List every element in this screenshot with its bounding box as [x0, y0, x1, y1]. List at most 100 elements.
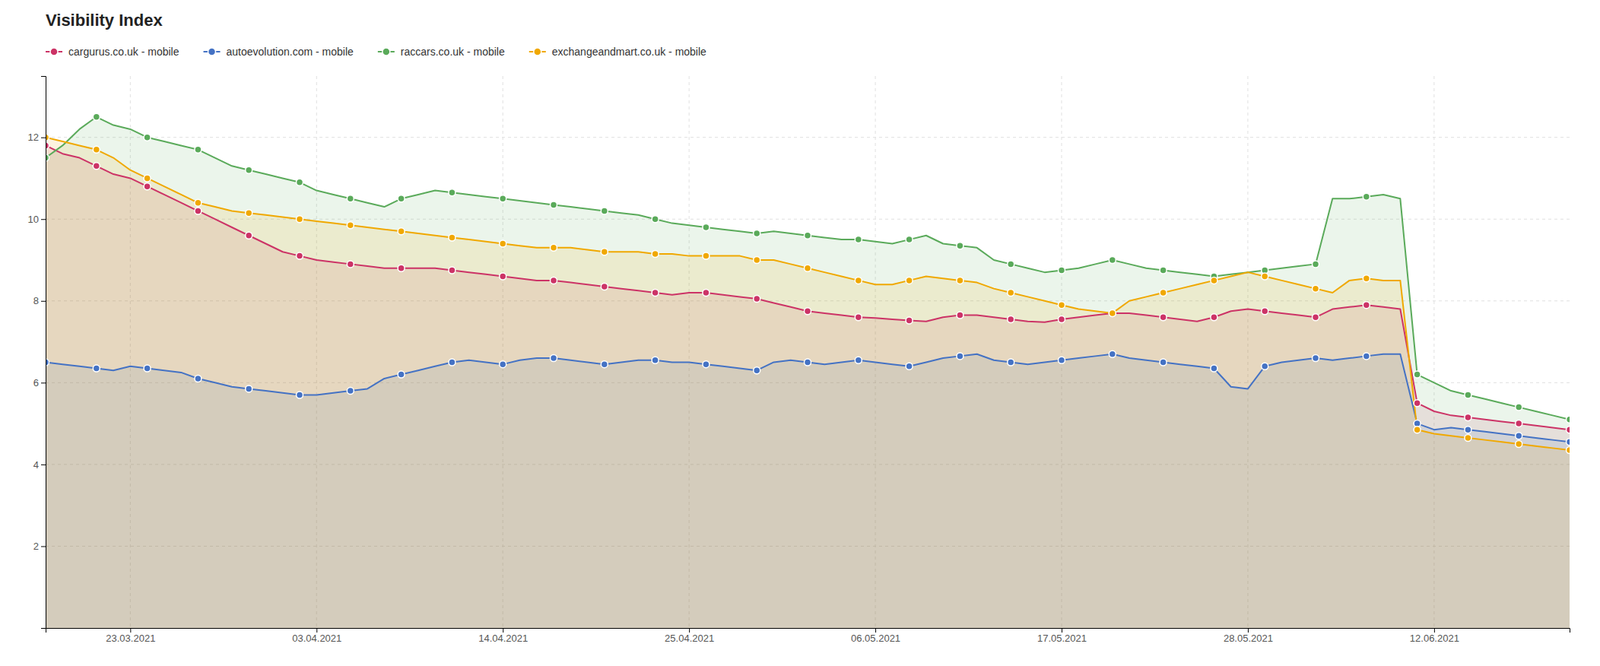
tick-label: 23.03.2021: [105, 632, 156, 645]
marker: [1312, 355, 1320, 362]
tick-label: 4: [33, 459, 39, 471]
marker: [1210, 314, 1218, 321]
tick-label: 10: [28, 213, 39, 226]
marker: [143, 183, 151, 191]
tick-mark: [688, 628, 690, 633]
tick: 6: [33, 377, 46, 389]
tick-mark: [1247, 628, 1249, 633]
tick-label: 14.04.2021: [478, 632, 528, 645]
marker: [804, 358, 812, 366]
tick: 12.06.2021: [1409, 628, 1460, 645]
marker: [397, 228, 405, 235]
tick-label: 25.04.2021: [664, 632, 715, 645]
line: [45, 354, 1570, 443]
marker: [296, 215, 304, 223]
marker: [956, 311, 964, 319]
marker: [550, 201, 558, 209]
marker: [1515, 441, 1523, 448]
marker: [1261, 273, 1269, 280]
marker: [600, 207, 608, 215]
tick-label: 12.06.2021: [1409, 632, 1460, 645]
marker: [651, 289, 659, 297]
legend-swatch-marker: [208, 47, 216, 56]
marker: [1261, 362, 1269, 370]
marker: [397, 264, 405, 272]
tick-mark: [1434, 628, 1435, 633]
marker: [1413, 400, 1421, 407]
marker: [92, 365, 100, 372]
marker: [550, 355, 558, 362]
marker: [1159, 266, 1167, 274]
marker: [1362, 352, 1370, 360]
marker: [143, 174, 151, 182]
marker: [804, 307, 812, 315]
legend: cargurus.co.uk - mobile autoevolution.com…: [45, 45, 707, 58]
marker: [905, 317, 913, 324]
marker: [1007, 315, 1015, 323]
area: [45, 137, 1570, 629]
tick: 06.05.2021: [850, 628, 901, 645]
x-axis: 23.03.2021 03.04.2021 14.04.2021 25.04.2021…: [46, 628, 1571, 645]
marker: [854, 236, 862, 244]
marker: [397, 371, 405, 378]
marker: [702, 252, 710, 260]
grid: [45, 76, 1570, 629]
tick-label: 17.05.2021: [1037, 632, 1087, 645]
marker: [194, 199, 202, 207]
marker: [651, 356, 659, 364]
marker: [346, 195, 354, 203]
area: [45, 117, 1570, 629]
marker: [296, 178, 304, 186]
marker: [702, 289, 710, 297]
marker: [1007, 289, 1015, 297]
tick: 14.04.2021: [478, 628, 528, 645]
marker: [1464, 414, 1472, 422]
marker: [1007, 260, 1015, 268]
marker: [651, 250, 659, 258]
marker: [905, 362, 913, 370]
marker: [194, 207, 202, 215]
marker: [397, 195, 405, 203]
marker: [1058, 301, 1066, 309]
marker: [194, 146, 202, 153]
tick-label: 03.04.2021: [292, 632, 342, 645]
tick: 23.03.2021: [105, 628, 156, 645]
markers: [45, 142, 1570, 434]
tick: 17.05.2021: [1037, 628, 1087, 645]
tick: 4: [33, 459, 46, 471]
grid-line-y: [45, 136, 1570, 138]
legend-item: exchangeandmart.co.uk - mobile: [529, 45, 707, 58]
marker: [499, 361, 507, 369]
marker: [600, 282, 608, 290]
marker: [1210, 276, 1218, 284]
marker: [448, 266, 456, 274]
tick-label: 28.05.2021: [1223, 632, 1274, 645]
line: [45, 117, 1570, 420]
marker: [448, 189, 456, 197]
marker: [1312, 260, 1320, 268]
marker: [1464, 434, 1472, 442]
marker: [702, 223, 710, 231]
legend-item: cargurus.co.uk - mobile: [45, 45, 180, 58]
marker: [143, 133, 151, 141]
tick-mark: [41, 301, 46, 302]
marker: [651, 215, 659, 223]
tick-mark: [502, 628, 504, 633]
tick: 25.04.2021: [664, 628, 715, 645]
marker: [1108, 309, 1116, 317]
marker: [499, 195, 507, 203]
marker: [143, 365, 151, 372]
line: [45, 137, 1570, 451]
marker: [1159, 314, 1167, 321]
marker: [1058, 315, 1066, 323]
tick-mark: [316, 628, 318, 633]
tick: 12: [28, 131, 46, 143]
tick-label: 06.05.2021: [850, 632, 901, 645]
marker: [1058, 356, 1066, 364]
legend-item: autoevolution.com - mobile: [203, 45, 355, 58]
tick-mark: [41, 382, 46, 384]
tick-mark: [41, 137, 46, 139]
y-axis: 24681012: [28, 76, 47, 629]
marker: [1210, 365, 1218, 372]
marker: [1261, 307, 1269, 315]
